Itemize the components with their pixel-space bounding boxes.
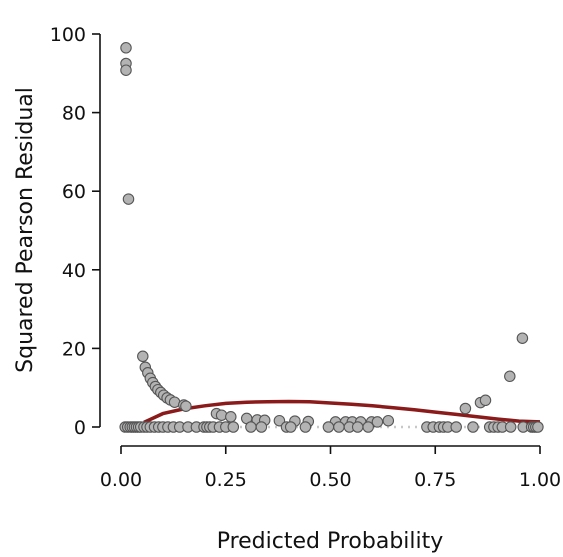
x-axis-title: Predicted Probability: [217, 529, 444, 554]
data-point: [245, 421, 257, 433]
data-point: [362, 421, 374, 433]
axes: [99, 34, 540, 447]
data-point: [299, 421, 312, 433]
y-ticks: 0 20 40 60 80 100: [50, 24, 100, 439]
x-tick-label: 1.00: [519, 469, 561, 491]
data-point: [227, 421, 240, 433]
data-point: [120, 42, 132, 54]
x-tick-label: 0.25: [205, 469, 247, 491]
data-point: [284, 421, 297, 433]
y-tick-label: 0: [74, 417, 86, 439]
data-point: [215, 409, 228, 421]
y-tick-label: 20: [62, 338, 86, 360]
data-point: [225, 411, 237, 423]
data-point: [532, 421, 544, 433]
x-tick-label: 0.75: [414, 469, 456, 491]
y-tick-label: 40: [62, 260, 86, 282]
data-point: [504, 421, 517, 433]
data-point: [467, 421, 479, 433]
data-point: [382, 414, 395, 427]
data-point: [504, 370, 516, 383]
y-tick-label: 80: [62, 103, 86, 125]
smooth-fit-line: [143, 399, 541, 424]
data-point: [137, 350, 149, 363]
data-points: [119, 42, 544, 433]
data-point: [516, 332, 529, 344]
x-tick-label: 0.00: [100, 469, 142, 491]
x-tick-label: 0.50: [309, 469, 351, 491]
y-tick-label: 100: [50, 24, 86, 46]
data-point: [459, 402, 472, 415]
data-point: [450, 421, 462, 433]
data-point: [120, 64, 132, 76]
y-tick-label: 60: [62, 181, 86, 203]
data-point: [351, 421, 364, 433]
data-point: [333, 421, 345, 433]
x-ticks: 0.00 0.25 0.50 0.75 1.00: [100, 446, 561, 491]
y-axis-title: Squared Pearson Residual: [13, 87, 38, 373]
data-point: [479, 394, 492, 407]
data-point: [322, 421, 335, 433]
data-point: [273, 414, 286, 427]
data-point: [371, 416, 384, 428]
data-point: [180, 400, 192, 412]
data-point: [255, 421, 268, 433]
data-point: [122, 193, 135, 205]
